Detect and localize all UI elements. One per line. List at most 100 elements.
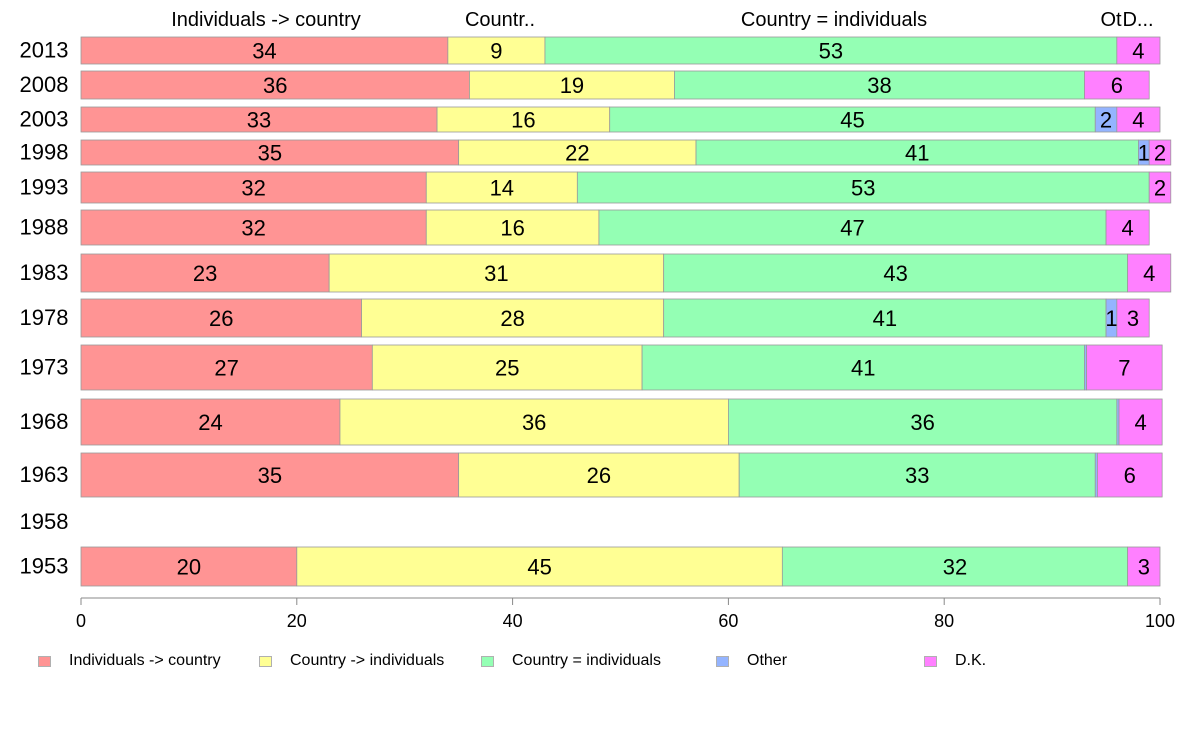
data-label: 53: [851, 176, 875, 201]
y-tick-label: 1953: [20, 554, 69, 579]
bar-segment: [80, 106, 438, 133]
data-label: 25: [495, 356, 519, 381]
data-label: 6: [1124, 463, 1136, 488]
data-label: 45: [527, 555, 551, 580]
y-tick-label: 1958: [20, 509, 69, 534]
data-label: 20: [177, 555, 201, 580]
y-tick-label: 2013: [20, 38, 69, 63]
bar-segment: [1127, 546, 1161, 587]
data-label: 14: [490, 176, 514, 201]
y-tick-label: 1983: [20, 260, 69, 285]
bar-segment: [80, 70, 470, 100]
bar-segment: [80, 171, 427, 204]
legend-swatch: [924, 655, 937, 667]
series-header-label: Individuals -> country: [171, 9, 361, 31]
data-label: 31: [484, 261, 508, 286]
data-label: 19: [560, 73, 584, 98]
data-label: 4: [1122, 216, 1134, 241]
legend-label: Other: [747, 652, 788, 669]
bar-segment: [361, 298, 665, 338]
data-label: 3: [1138, 555, 1150, 580]
data-label: 34: [252, 39, 276, 64]
bar-segment: [1086, 344, 1163, 391]
bar-segment: [1118, 398, 1163, 446]
bar-segment: [738, 452, 1096, 498]
bar-segment: [663, 298, 1107, 338]
bar-segment: [1148, 139, 1172, 166]
data-label: 41: [873, 306, 897, 331]
data-label: 16: [500, 216, 524, 241]
series-header-label: Countr..: [465, 9, 535, 31]
bar-segment: [728, 398, 1118, 446]
y-tick-label: 2003: [20, 107, 69, 132]
bar-segment: [469, 70, 675, 100]
legend-swatch: [38, 655, 51, 667]
bar-segment: [80, 344, 373, 391]
data-label: 28: [500, 306, 524, 331]
data-label: 27: [214, 356, 238, 381]
data-label: 23: [193, 261, 217, 286]
data-label: 36: [522, 410, 546, 435]
legend-item: Individuals -> country: [38, 652, 221, 670]
data-label: 4: [1143, 261, 1155, 286]
data-label: 16: [511, 108, 535, 133]
bar-segment: [544, 36, 1118, 65]
bar-segment: [1105, 209, 1150, 246]
series-header-label: Country = individuals: [741, 9, 927, 31]
bar-segment: [1116, 298, 1150, 338]
bar-segment: [1097, 452, 1163, 498]
data-label: 36: [263, 73, 287, 98]
bar-segment: [80, 209, 427, 246]
bar-segment: [328, 253, 665, 293]
bar-segment: [1116, 36, 1161, 65]
bar-segment: [663, 253, 1129, 293]
bar-segment: [425, 209, 600, 246]
data-label: 35: [258, 463, 282, 488]
bar-segment: [695, 139, 1139, 166]
x-tick-label: 20: [287, 611, 307, 631]
legend-item: Country -> individuals: [259, 652, 444, 670]
data-label: 32: [241, 216, 265, 241]
x-tick-label: 0: [76, 611, 86, 631]
data-label: 47: [840, 216, 864, 241]
data-label: 43: [883, 261, 907, 286]
data-label: 1: [1105, 306, 1117, 331]
bar-segment: [781, 546, 1129, 587]
data-label: 2: [1154, 141, 1166, 166]
bar-segment: [447, 36, 546, 65]
data-label: 32: [943, 555, 967, 580]
x-tick-label: 80: [934, 611, 954, 631]
legend-label: Country -> individuals: [290, 652, 445, 669]
x-tick-label: 60: [718, 611, 738, 631]
x-tick-label: 40: [503, 611, 523, 631]
data-label: 26: [209, 306, 233, 331]
data-label: 2: [1154, 176, 1166, 201]
legend-swatch: [716, 655, 729, 667]
data-label: 53: [819, 39, 843, 64]
bar-segment: [458, 139, 697, 166]
bar-segment: [425, 171, 578, 204]
bar-segment: [80, 139, 460, 166]
data-label: 4: [1132, 108, 1144, 133]
bar-segment: [1127, 253, 1172, 293]
bar-segment: [296, 546, 783, 587]
legend-item: D.K.: [924, 652, 986, 670]
bar-segment: [80, 546, 298, 587]
legend-label: Country = individuals: [512, 652, 661, 669]
bar-segment: [1084, 70, 1150, 100]
data-label: 41: [905, 141, 929, 166]
data-label: 45: [840, 108, 864, 133]
series-header-label: D...: [1122, 9, 1153, 31]
data-label: 3: [1127, 306, 1139, 331]
legend-swatch: [481, 655, 494, 667]
data-label: 4: [1134, 410, 1146, 435]
bar-segment: [598, 209, 1107, 246]
bar-segment: [436, 106, 611, 133]
data-label: 36: [910, 410, 934, 435]
y-tick-label: 1998: [20, 140, 69, 165]
bar-segment: [458, 452, 740, 498]
y-tick-label: 1963: [20, 462, 69, 487]
y-tick-label: 2008: [20, 72, 69, 97]
y-tick-label: 1988: [20, 215, 69, 240]
